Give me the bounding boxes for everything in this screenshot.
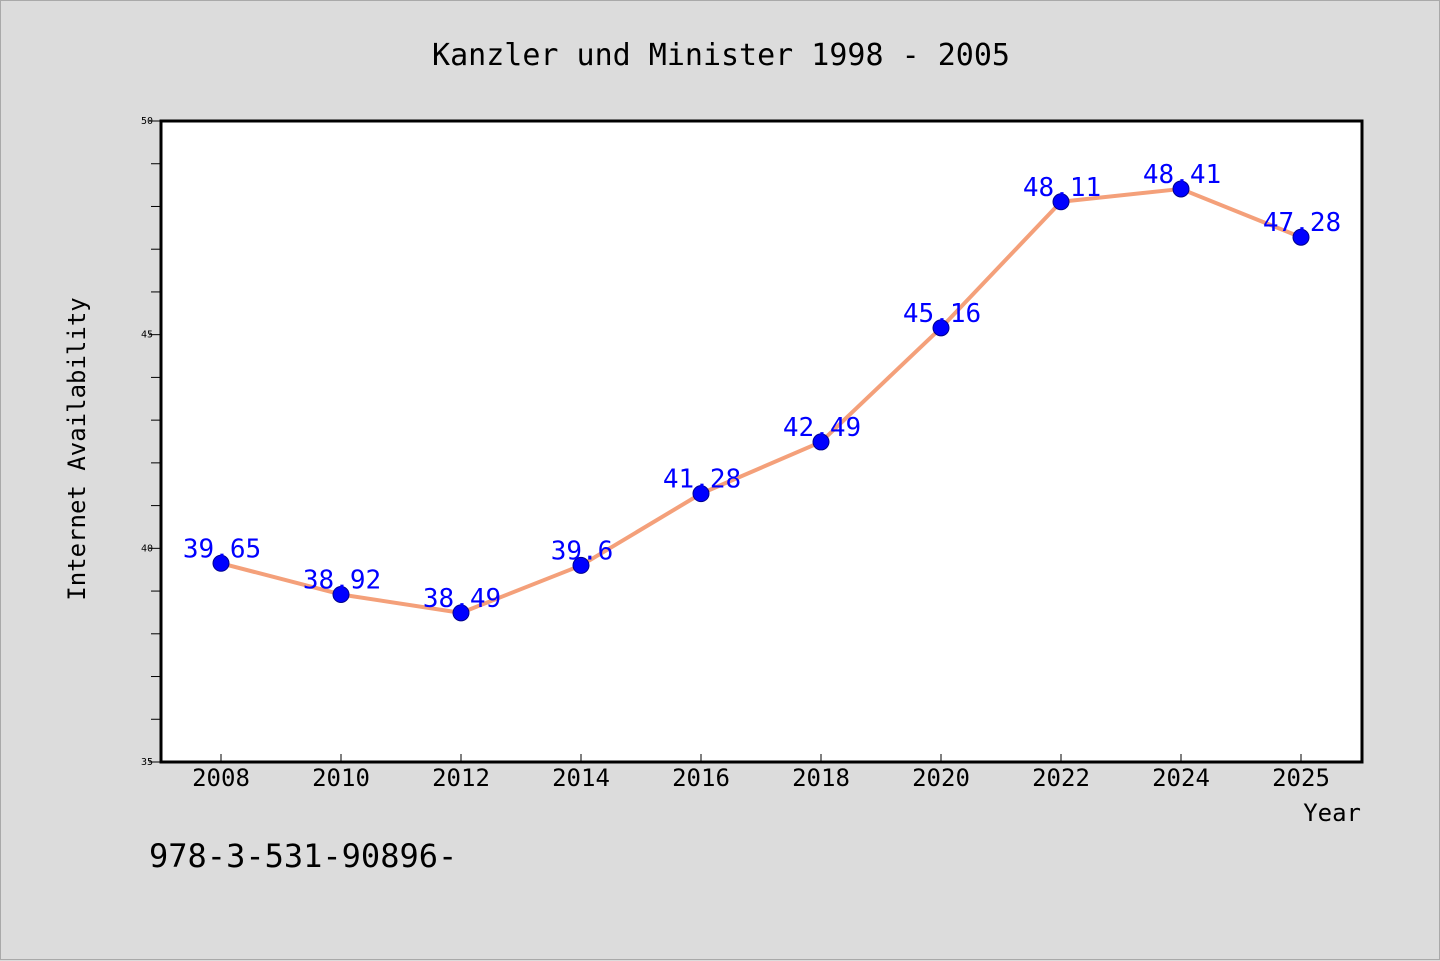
- y-axis-ticks: 35 40 45 50: [141, 116, 161, 768]
- data-label: 41.28: [663, 465, 741, 495]
- x-tick-label: 2014: [552, 764, 610, 792]
- data-label: 48.11: [1023, 173, 1101, 203]
- y-tick-label: 40: [141, 543, 153, 554]
- series-line: [220, 186, 1302, 615]
- chart-title: Kanzler und Minister 1998 - 2005: [432, 38, 1010, 73]
- x-tick-label: 2024: [1152, 764, 1210, 792]
- y-axis-label: Internet Availability: [63, 297, 91, 600]
- data-point: [212, 554, 230, 572]
- x-tick-label: 2020: [912, 764, 970, 792]
- data-labels: 39.65 38.92 38.49 39.6 41.28 42.49 45.16 48.11 4…: [183, 160, 1341, 614]
- data-label: 38.49: [423, 584, 501, 614]
- data-label: 38.92: [303, 565, 381, 595]
- x-tick-label: 2018: [792, 764, 850, 792]
- footnote-isbn: 978-3-531-90896-: [149, 837, 457, 875]
- data-point: [1292, 228, 1310, 246]
- data-point: [452, 604, 470, 622]
- x-tick-label: 2010: [312, 764, 370, 792]
- x-axis-label: Year: [1303, 799, 1361, 827]
- y-tick-label: 35: [141, 757, 153, 768]
- data-label: 47.28: [1263, 208, 1341, 238]
- x-tick-label: 2008: [192, 764, 250, 792]
- x-tick-label: 2022: [1032, 764, 1090, 792]
- data-point: [812, 433, 830, 451]
- data-point: [932, 319, 950, 337]
- y-tick-label: 45: [141, 330, 153, 341]
- data-label: 39.65: [183, 534, 261, 564]
- x-tick-label: 2016: [672, 764, 730, 792]
- data-point: [1172, 180, 1190, 198]
- data-point: [692, 485, 710, 503]
- x-tick-label: 2025: [1272, 764, 1330, 792]
- y-tick-label: 50: [141, 116, 153, 127]
- data-point: [1052, 193, 1070, 211]
- data-point: [572, 556, 590, 574]
- plot-area: [159, 119, 1364, 764]
- y-minor-ticks: [151, 163, 161, 720]
- data-label: 39.6: [551, 536, 614, 566]
- series-markers: [212, 180, 1310, 622]
- x-axis-ticks: 2008 2010 2012 2014 2016 2018 2020 2022 2024 2025: [192, 754, 1330, 792]
- data-label: 42.49: [783, 413, 861, 443]
- x-tick-label: 2012: [432, 764, 490, 792]
- data-label: 45.16: [903, 299, 981, 329]
- data-label: 48.41: [1143, 160, 1221, 190]
- data-point: [332, 585, 350, 603]
